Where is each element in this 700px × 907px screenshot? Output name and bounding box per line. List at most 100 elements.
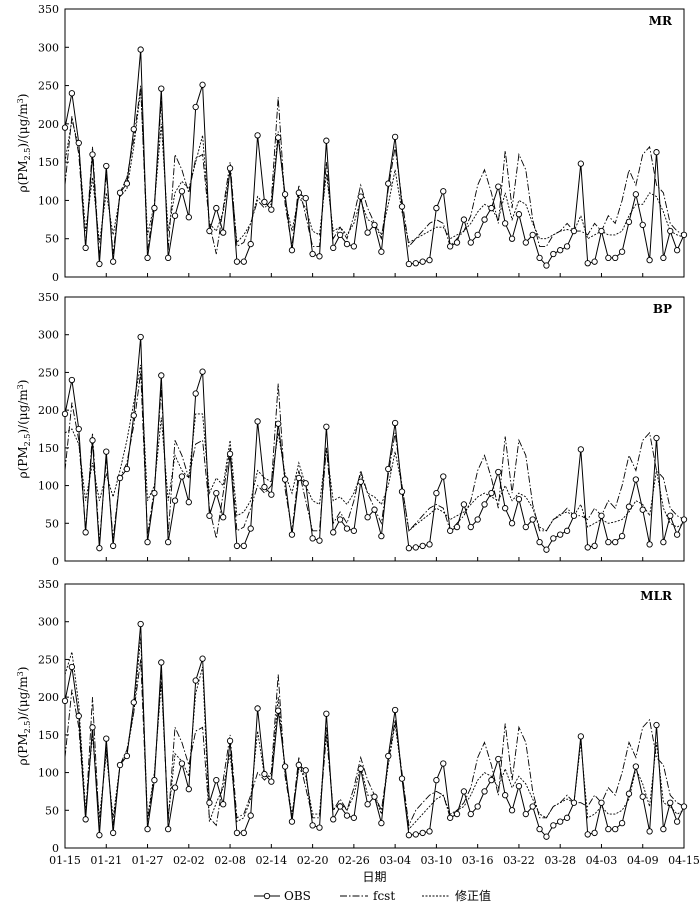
obs-point [371, 221, 378, 229]
obs-point [584, 260, 591, 267]
obs-point [405, 260, 413, 268]
y-tick-label: 300 [38, 329, 59, 342]
y-axis-title-part: ρ(PM [16, 733, 30, 765]
obs-point [419, 542, 426, 550]
obs-point [440, 188, 447, 195]
obs-point [522, 810, 529, 818]
obs-point [618, 532, 626, 540]
obs-point [474, 516, 481, 523]
obs-point [316, 253, 323, 260]
obs-point [550, 822, 557, 829]
obs-point [591, 829, 598, 837]
series-corrected [64, 364, 685, 532]
obs-point [440, 473, 447, 480]
obs-point [192, 103, 199, 111]
obs-point [295, 761, 302, 769]
obs-point [61, 697, 69, 705]
obs-point [385, 465, 392, 473]
obs-point [605, 825, 612, 833]
y-tick-label: 350 [38, 291, 59, 304]
obs-point [570, 512, 578, 519]
obs-point [577, 733, 584, 740]
obs-point [68, 90, 76, 97]
obs-point [467, 239, 474, 246]
obs-point [302, 480, 309, 487]
obs-point [460, 788, 468, 795]
obs-point [653, 721, 660, 729]
obs-point [577, 446, 584, 453]
y-axis-title-part: )/(μg/m [16, 103, 30, 148]
obs-point [563, 243, 571, 250]
obs-point [103, 162, 110, 170]
obs-point [178, 188, 186, 195]
obs-point [598, 512, 605, 519]
legend-fcst-label: fcst [373, 889, 395, 903]
obs-point [343, 525, 351, 532]
obs-point [488, 204, 495, 212]
obs-point [371, 793, 378, 800]
obs-point [550, 535, 557, 542]
obs-point [625, 503, 633, 510]
obs-point [281, 191, 289, 198]
obs-point [680, 516, 688, 523]
obs-point [199, 368, 206, 375]
obs-point [598, 799, 605, 806]
obs-point [206, 512, 213, 519]
obs-point [336, 803, 344, 810]
obs-point [151, 204, 158, 212]
obs-point [123, 752, 131, 760]
y-tick-label: 200 [38, 118, 59, 131]
obs-point [323, 137, 330, 144]
obs-point [302, 194, 309, 202]
obs-point [502, 505, 509, 512]
obs-point [371, 506, 378, 513]
obs-point [481, 788, 488, 795]
x-tick-label: 01-15 [49, 854, 81, 867]
obs-point [591, 542, 598, 550]
obs-point [185, 214, 192, 221]
obs-point [165, 825, 172, 833]
obs-point [460, 216, 468, 223]
panel-label: MLR [640, 589, 673, 603]
obs-point [171, 212, 179, 219]
y-tick-label: 200 [38, 404, 59, 417]
obs-point [116, 474, 124, 482]
obs-point [543, 262, 550, 269]
obs-point [405, 832, 413, 839]
obs-point [612, 254, 619, 262]
y-axis-title-part: )/(μg/m [16, 389, 30, 434]
obs-point [151, 489, 158, 497]
obs-point [474, 803, 481, 810]
y-axis-title-part: 2.5 [23, 721, 32, 734]
obs-point [433, 489, 440, 497]
obs-point [130, 126, 137, 133]
obs-point [364, 801, 371, 808]
x-tick-label: 04-09 [627, 854, 659, 867]
obs-point [185, 786, 192, 793]
obs-point [508, 235, 516, 242]
x-tick-label: 03-16 [462, 854, 494, 867]
panel-bp: 0 50 100 150 200 250 300 350 ρ(PM2.5)/(μg/m3) BP [16, 291, 688, 568]
obs-point [467, 523, 474, 531]
obs-point [419, 258, 426, 265]
obs-point [557, 247, 564, 254]
obs-point [508, 807, 516, 814]
obs-point [130, 699, 137, 706]
obs-point [391, 706, 399, 714]
y-axis-title-part: 2.5 [23, 148, 32, 161]
obs-point [557, 818, 564, 825]
obs-point [343, 240, 351, 248]
obs-point [667, 512, 674, 519]
obs-point [502, 792, 509, 799]
obs-point [82, 529, 89, 536]
obs-point [281, 476, 289, 483]
x-tick-label: 02-14 [255, 854, 287, 867]
obs-point [563, 814, 571, 821]
obs-point [488, 776, 495, 784]
obs-point [288, 531, 296, 538]
obs-point [646, 257, 653, 264]
obs-point [570, 227, 578, 235]
x-tick-label: 03-28 [544, 854, 576, 867]
obs-point [206, 799, 213, 806]
obs-point [103, 735, 110, 742]
